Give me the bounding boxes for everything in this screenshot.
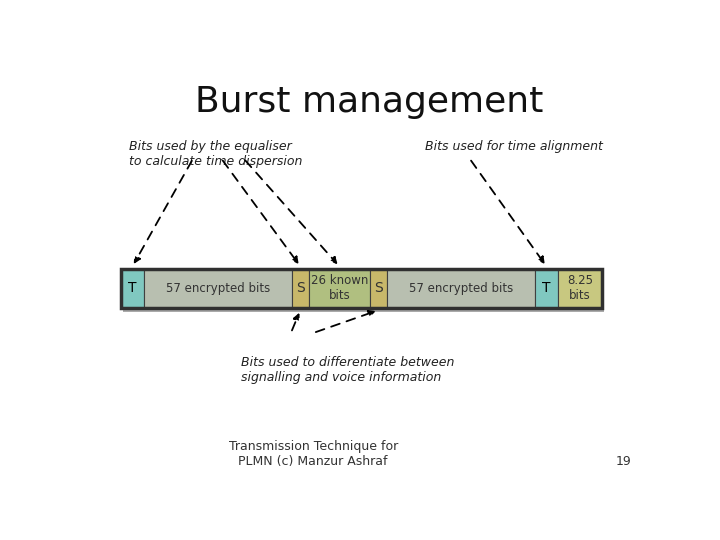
Bar [144, 268, 292, 308]
Text: T: T [542, 281, 551, 295]
Text: S: S [374, 281, 383, 295]
Text: T: T [128, 281, 137, 295]
Text: 57 encrypted bits: 57 encrypted bits [166, 282, 270, 295]
Bar [370, 268, 387, 308]
Bar [121, 268, 144, 308]
Text: S: S [296, 281, 305, 295]
Text: Bits used to differentiate between
signalling and voice information: Bits used to differentiate between signa… [240, 356, 454, 384]
Text: Burst management: Burst management [195, 85, 543, 119]
Text: 26 known
bits: 26 known bits [311, 274, 368, 302]
Bar [292, 268, 309, 308]
Bar [121, 268, 602, 308]
Bar [535, 268, 558, 308]
Bar [309, 268, 370, 308]
Text: Transmission Technique for
PLMN (c) Manzur Ashraf: Transmission Technique for PLMN (c) Manz… [228, 440, 398, 468]
Text: Bits used by the equaliser
to calculate time dispersion: Bits used by the equaliser to calculate … [129, 140, 302, 167]
Text: 57 encrypted bits: 57 encrypted bits [409, 282, 513, 295]
Text: 8.25
bits: 8.25 bits [567, 274, 593, 302]
Bar [387, 268, 535, 308]
Bar [558, 268, 602, 308]
Text: 19: 19 [616, 455, 631, 468]
Bar [124, 273, 605, 312]
Text: Bits used for time alignment: Bits used for time alignment [425, 140, 603, 153]
